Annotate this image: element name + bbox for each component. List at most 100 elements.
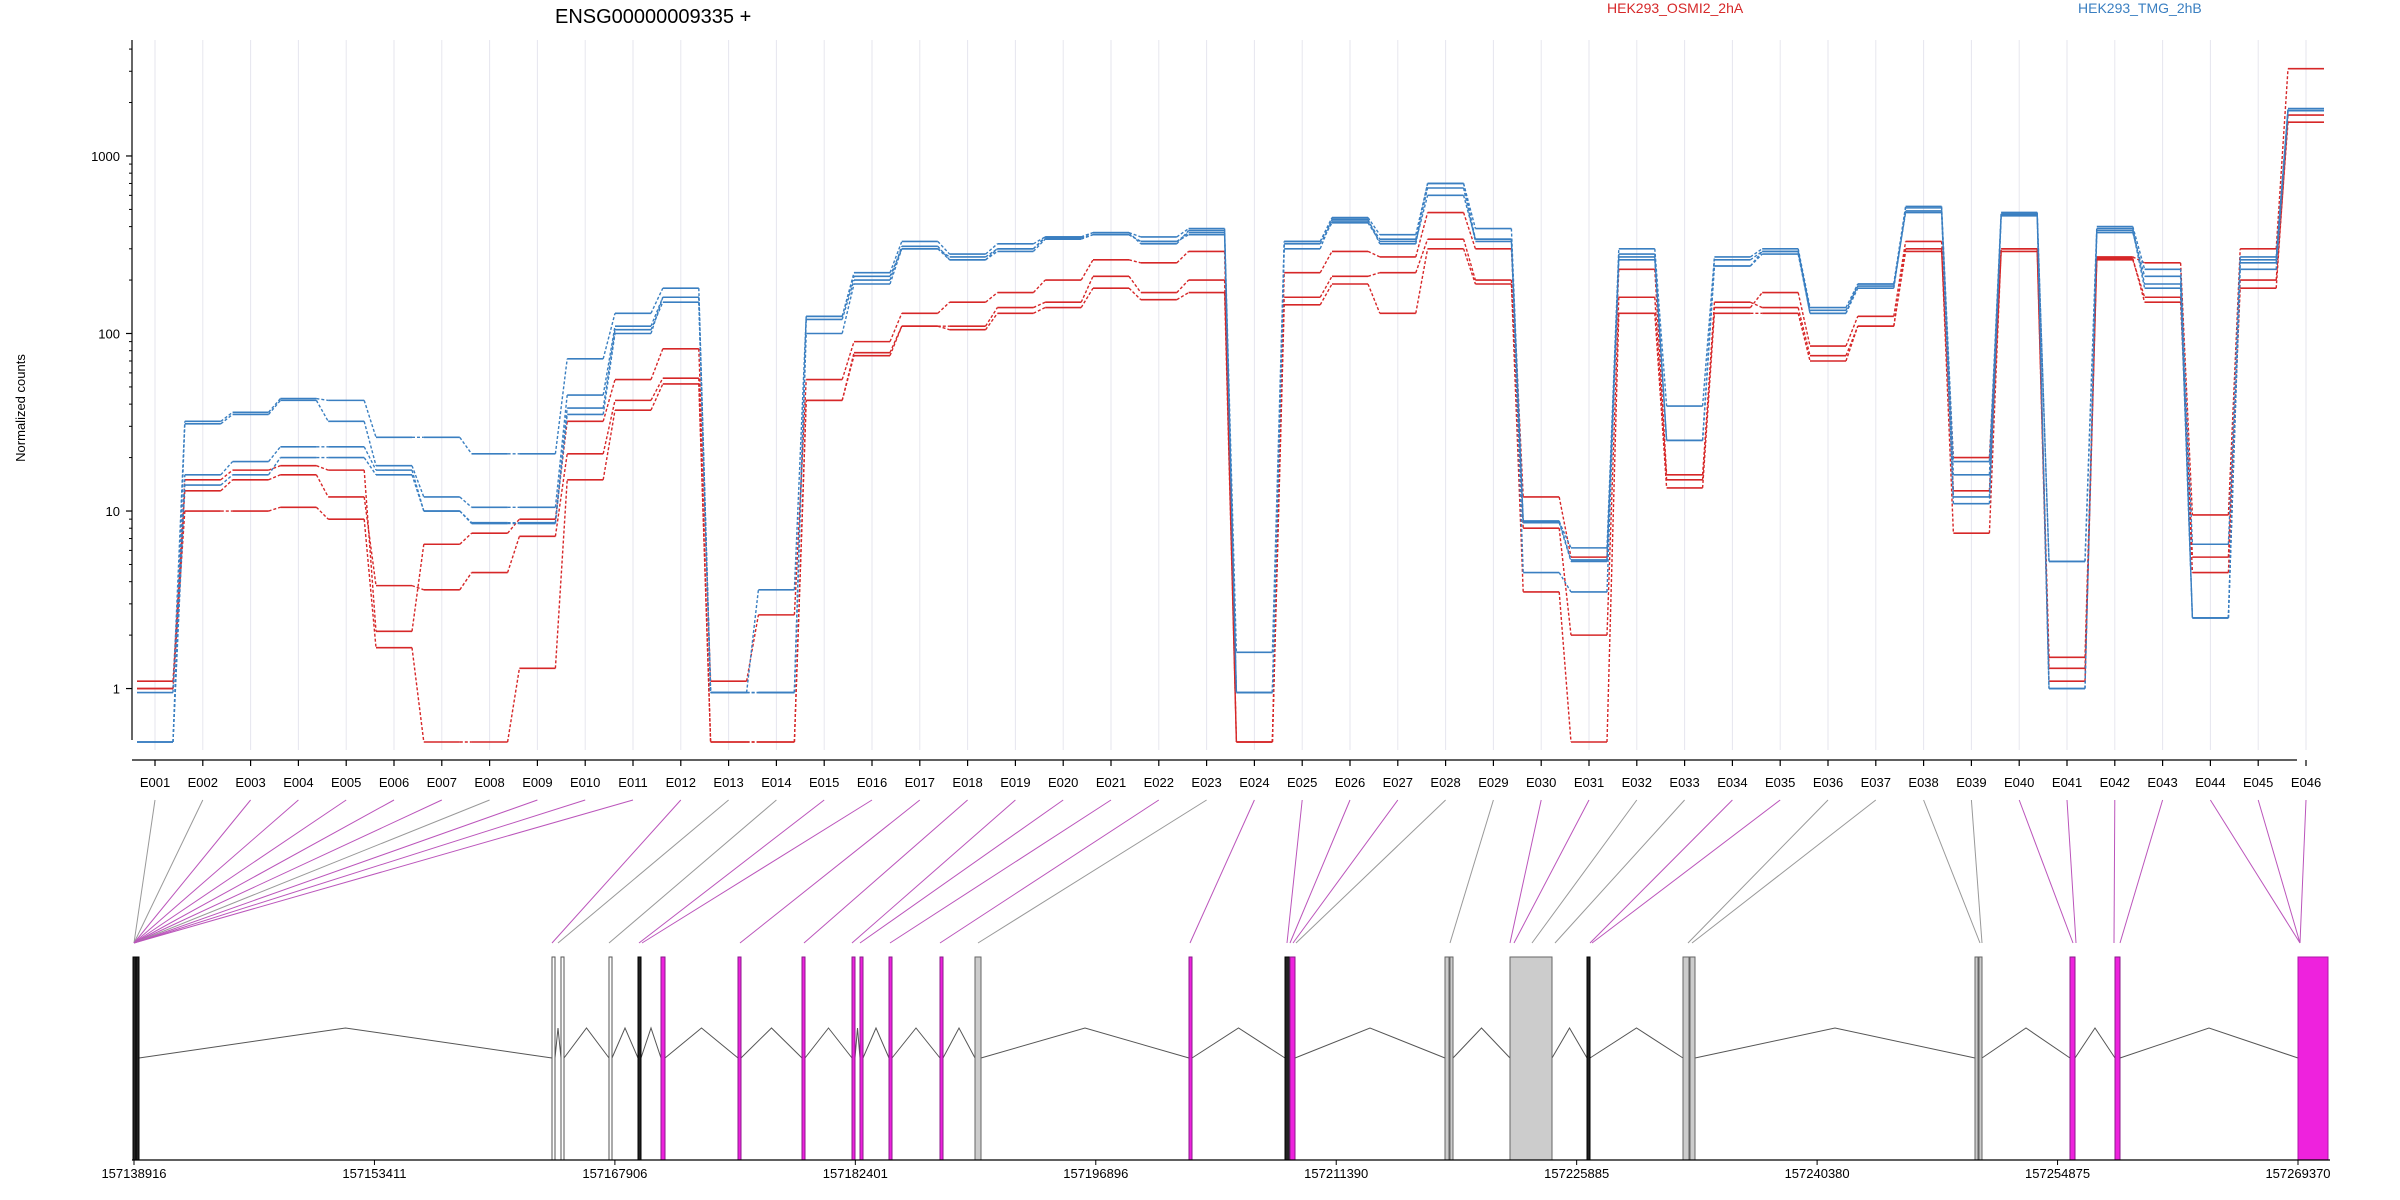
exon-block [851,956,856,1161]
series-transition [889,246,903,281]
exon-block [888,956,893,1161]
exon-block [1188,956,1193,1161]
series-transition [937,245,951,261]
exon-connector [1687,799,1829,944]
exon-block [737,956,742,1161]
x-tick-label: E010 [570,775,600,790]
series-transition [268,465,281,471]
series-transition [220,479,234,492]
series-transition [363,446,377,471]
series-transition [650,348,664,380]
genomic-tick-label: 157196896 [1063,1166,1128,1181]
series-transition [1749,292,1763,308]
series-transition [1367,220,1381,240]
series-transition [1988,212,2002,497]
exon-connector [133,799,586,944]
exon-connector [977,799,1207,944]
series-transition [2132,226,2146,270]
x-tick-label: E018 [952,775,982,790]
exon-connector [133,799,299,944]
exon-connector [1554,799,1685,944]
exon-connector [939,799,1160,944]
series-transition [1319,251,1333,274]
series-transition [1845,283,1859,314]
x-tick-label: E035 [1765,775,1795,790]
series-transition [650,297,664,334]
x-tick-label: E039 [1956,775,1986,790]
series-transition [889,241,903,273]
intron-line [1694,1027,1976,1059]
x-tick-label: E019 [1000,775,1030,790]
series-transition [937,240,951,255]
series-transition [554,408,568,523]
x-tick-label: E002 [188,775,218,790]
series-transition [1558,528,1572,636]
exon-connector [133,799,347,944]
series-transition [602,333,616,415]
series-transition [1415,248,1429,314]
series-transition [1319,220,1333,242]
series-transition [1176,227,1190,238]
exon-block [1682,956,1690,1161]
exon-connector [133,799,538,944]
series-transition [459,496,473,508]
series-transition [1128,259,1141,264]
series-transition [1271,241,1285,693]
series-transition [1988,215,2002,504]
series-transition [1845,325,1859,362]
exon-block [974,956,982,1161]
series-transition [2227,262,2241,618]
exon-connector [2257,799,2301,944]
series-transition [363,457,377,476]
genomic-tick-label: 157138916 [101,1166,166,1181]
series-transition [1750,248,1763,258]
series-transition [554,358,568,454]
series-transition [937,301,951,314]
series-transition [1033,301,1046,309]
series-transition [363,470,377,632]
series-transition [220,411,234,422]
genomic-tick-label: 157153411 [342,1166,406,1181]
x-tick-label: E007 [427,775,457,790]
exon-block [660,956,666,1161]
series-transition [268,457,281,476]
exon-block [2114,956,2121,1161]
series-transition [1032,238,1046,252]
exon-connector [1531,799,1638,944]
exon-connector [133,799,490,944]
series-transition [937,325,950,331]
series-transition [1845,316,1859,347]
genomic-tick-label: 157182401 [823,1166,888,1181]
exon-connector [2299,799,2307,944]
series-transition [1032,237,1046,250]
exon-block [2297,956,2329,1161]
series-transition [1558,591,1572,743]
series-transition [650,301,664,331]
series-transition [268,398,281,413]
series-transition [554,453,568,537]
x-tick-label: E034 [1717,775,1747,790]
series-transition [315,506,329,520]
exon-connector [557,799,729,944]
series-transition [1558,496,1572,558]
series-transition [1893,251,1907,327]
series-transition [459,436,473,455]
intron-line [980,1027,1190,1059]
legend-entry-osmi: HEK293_OSMI2_2hA [1607,0,1744,16]
exon-connector [608,799,777,944]
series-transition [1893,212,1907,287]
series-transition [1462,248,1477,285]
series-transition [1415,212,1429,258]
series-transition [2084,230,2098,689]
series-transition [1223,230,1238,693]
exon-connector [1513,799,1590,944]
axes: 1 10 100 1000 E001 E002 E003 E004 E005 E006 E007 E0… [91,40,2321,790]
exon-block [560,956,565,1161]
exon-connector-lines [133,799,2307,944]
intron-line [1551,1027,1588,1059]
x-tick-label: E008 [474,775,504,790]
series-transition [1940,212,1955,497]
series-transition [1176,279,1190,294]
exon-connector [1289,799,1351,944]
series-transition [1319,217,1333,242]
